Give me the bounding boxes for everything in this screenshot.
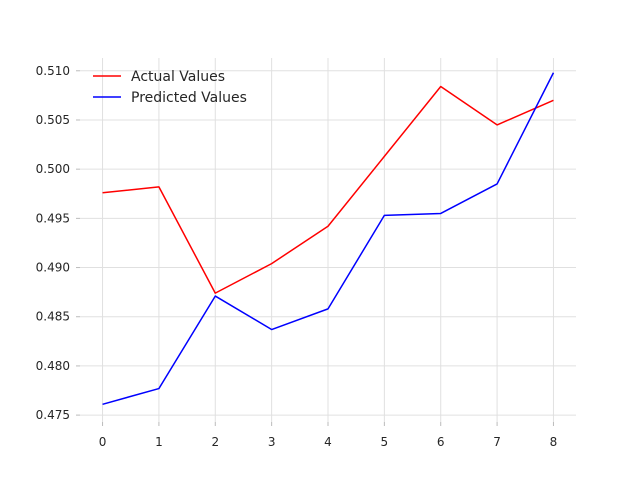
y-tick-label: 0.480 (36, 359, 70, 373)
grid-lines (80, 58, 576, 422)
series-lines (102, 72, 555, 406)
x-tick-label: 0 (99, 435, 107, 449)
legend: Actual Values Predicted Values (93, 69, 247, 106)
x-tick-label: 3 (268, 435, 276, 449)
x-tick-label: 5 (381, 435, 389, 449)
x-tick-label: 7 (493, 435, 501, 449)
y-axis: 0.475 0.480 0.485 0.490 0.495 0.500 0.505 0.510 (36, 64, 80, 422)
y-tick-label: 0.500 (36, 162, 70, 176)
x-tick-label: 6 (437, 435, 445, 449)
x-tick-label: 4 (324, 435, 332, 449)
y-tick-label: 0.505 (36, 113, 70, 127)
x-tick-label: 2 (211, 435, 219, 449)
y-tick-label: 0.475 (36, 408, 70, 422)
series-line-predicted (102, 72, 555, 406)
legend-label-predicted: Predicted Values (131, 90, 247, 106)
y-tick-label: 0.485 (36, 310, 70, 324)
x-tick-label: 1 (155, 435, 163, 449)
y-tick-label: 0.495 (36, 211, 70, 225)
y-tick-label: 0.510 (36, 64, 70, 78)
series-line-actual (102, 85, 554, 294)
y-tick-label: 0.490 (36, 261, 70, 275)
x-axis: 0 1 2 3 4 5 6 7 8 (99, 422, 558, 449)
x-tick-label: 8 (550, 435, 558, 449)
legend-label-actual: Actual Values (131, 69, 225, 85)
